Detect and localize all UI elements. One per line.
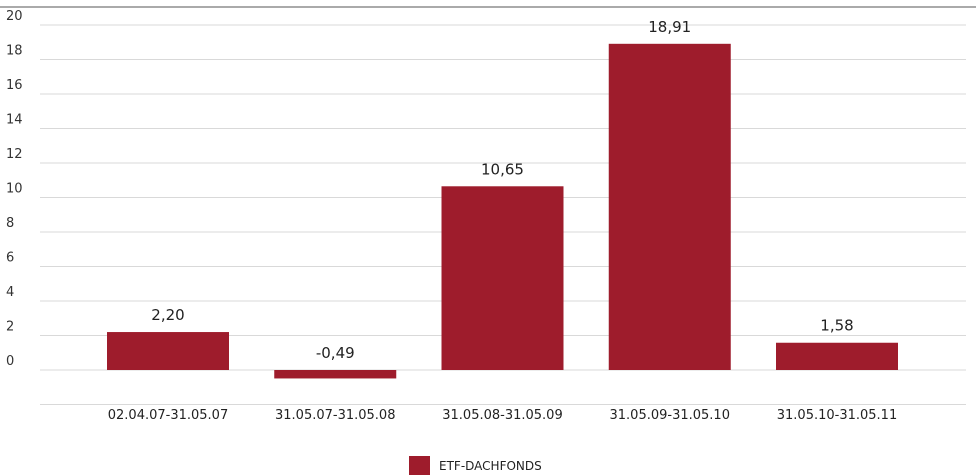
y-tick-label: 18 xyxy=(6,44,23,59)
data-label: -0,49 xyxy=(316,344,355,362)
bar-series: 2,20 -0,49 10,65 18,91 1,58 xyxy=(107,18,898,379)
y-tick-label: 10 xyxy=(6,182,23,197)
x-tick-label: 31.05.08-31.05.09 xyxy=(442,408,562,423)
bar xyxy=(776,342,898,370)
legend: ETF-DACHFONDS xyxy=(409,456,542,475)
bar xyxy=(608,43,731,371)
x-tick-label: 31.05.07-31.05.08 xyxy=(275,408,395,423)
bar xyxy=(441,186,564,370)
y-tick-label: 0 xyxy=(6,354,14,369)
data-label: 10,65 xyxy=(481,160,524,178)
y-tick-label: 14 xyxy=(6,113,23,128)
y-tick-label: 8 xyxy=(6,216,14,231)
data-label: 2,20 xyxy=(151,306,184,324)
x-tick-label: 31.05.09-31.05.10 xyxy=(610,408,730,423)
y-tick-label: 20 xyxy=(6,9,23,24)
legend-swatch xyxy=(409,456,430,475)
legend-label: ETF-DACHFONDS xyxy=(439,459,542,473)
x-tick-label: 02.04.07-31.05.07 xyxy=(108,408,228,423)
data-label: 1,58 xyxy=(820,317,853,335)
y-tick-label: 16 xyxy=(6,78,23,93)
data-label: 18,91 xyxy=(648,18,691,36)
y-tick-label: 6 xyxy=(6,251,14,266)
y-axis: 0 2 4 6 8 10 12 14 16 18 20 xyxy=(6,9,23,369)
x-axis: 02.04.07-31.05.07 31.05.07-31.05.08 31.05.… xyxy=(108,408,897,423)
bar xyxy=(274,370,397,379)
y-tick-label: 2 xyxy=(6,320,14,335)
y-tick-label: 4 xyxy=(6,285,14,300)
x-tick-label: 31.05.10-31.05.11 xyxy=(777,408,897,423)
y-tick-label: 12 xyxy=(6,147,23,162)
bar xyxy=(107,332,229,370)
